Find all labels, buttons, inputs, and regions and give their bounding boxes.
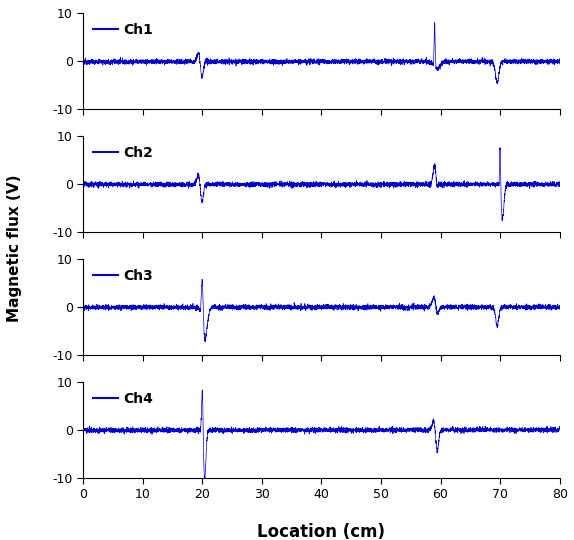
Legend: Ch3: Ch3 (90, 266, 156, 286)
Text: Magnetic flux (V): Magnetic flux (V) (7, 174, 22, 322)
Legend: Ch2: Ch2 (90, 143, 156, 163)
Legend: Ch4: Ch4 (90, 389, 156, 408)
Text: Location (cm): Location (cm) (258, 523, 385, 540)
Legend: Ch1: Ch1 (90, 21, 156, 40)
